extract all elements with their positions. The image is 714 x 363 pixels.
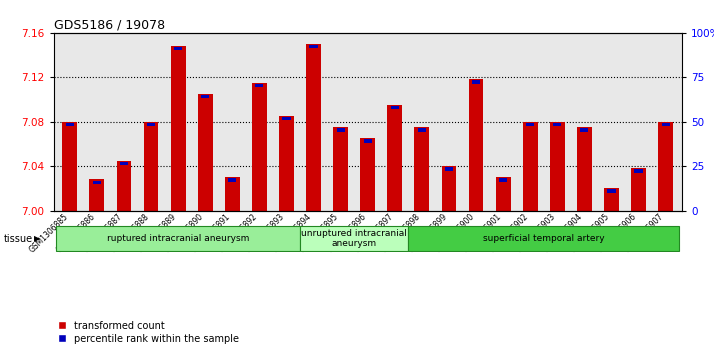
Bar xyxy=(56,227,300,251)
Bar xyxy=(414,127,429,211)
Bar xyxy=(523,122,538,211)
Bar xyxy=(496,177,511,211)
Bar xyxy=(144,122,159,211)
Bar xyxy=(608,189,615,193)
Bar xyxy=(120,162,128,165)
Bar xyxy=(388,105,402,211)
Bar xyxy=(66,123,74,126)
Bar xyxy=(658,122,673,211)
Bar xyxy=(174,47,182,50)
Bar xyxy=(252,83,267,211)
Bar xyxy=(333,127,348,211)
Bar xyxy=(577,127,592,211)
Text: ▶: ▶ xyxy=(34,234,41,243)
Text: GDS5186 / 19078: GDS5186 / 19078 xyxy=(54,19,165,32)
Bar xyxy=(662,123,670,126)
Bar xyxy=(418,128,426,132)
Text: tissue: tissue xyxy=(4,234,33,244)
Bar xyxy=(363,139,372,143)
Bar xyxy=(93,180,101,184)
Bar xyxy=(499,178,507,182)
Bar xyxy=(198,94,213,211)
Bar xyxy=(472,81,480,84)
Bar xyxy=(580,128,588,132)
Bar xyxy=(116,160,131,211)
Bar xyxy=(225,177,240,211)
Bar xyxy=(445,167,453,171)
Bar xyxy=(550,122,565,211)
Bar xyxy=(361,138,375,211)
Bar xyxy=(468,79,483,211)
Text: ruptured intracranial aneurysm: ruptured intracranial aneurysm xyxy=(107,234,249,243)
Bar xyxy=(309,45,318,48)
Text: unruptured intracranial
aneurysm: unruptured intracranial aneurysm xyxy=(301,229,407,248)
Bar xyxy=(526,123,534,126)
Bar xyxy=(300,227,408,251)
Bar xyxy=(441,166,456,211)
Bar xyxy=(391,106,399,109)
Bar xyxy=(89,179,104,211)
Bar xyxy=(171,46,186,211)
Bar xyxy=(228,178,236,182)
Bar xyxy=(408,227,679,251)
Bar xyxy=(62,122,77,211)
Text: superficial temporal artery: superficial temporal artery xyxy=(483,234,605,243)
Legend: transformed count, percentile rank within the sample: transformed count, percentile rank withi… xyxy=(59,321,239,344)
Bar xyxy=(553,123,561,126)
Bar xyxy=(306,44,321,211)
Bar xyxy=(147,123,155,126)
Bar xyxy=(604,188,619,211)
Bar xyxy=(279,116,294,211)
Bar xyxy=(256,84,263,87)
Bar xyxy=(631,168,646,211)
Bar xyxy=(282,117,291,121)
Bar xyxy=(201,95,209,98)
Bar xyxy=(336,128,345,132)
Bar xyxy=(635,170,643,173)
